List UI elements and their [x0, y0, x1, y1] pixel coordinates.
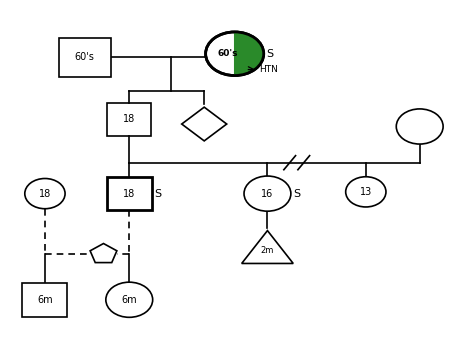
Text: HTN: HTN	[259, 65, 278, 74]
Bar	[59, 38, 110, 77]
Text: S: S	[154, 188, 161, 198]
Circle shape	[396, 109, 443, 144]
Text: 6m: 6m	[37, 295, 53, 305]
Circle shape	[206, 32, 264, 76]
Circle shape	[346, 177, 386, 207]
Text: 60's: 60's	[217, 49, 237, 58]
Bar	[22, 283, 67, 317]
Circle shape	[25, 178, 65, 209]
Polygon shape	[235, 32, 264, 76]
Text: S: S	[293, 188, 301, 198]
Text: 6m: 6m	[121, 295, 137, 305]
Circle shape	[106, 282, 153, 317]
Text: 18: 18	[123, 115, 136, 125]
Text: 2m: 2m	[261, 246, 274, 255]
Bar	[107, 103, 151, 136]
Text: 18: 18	[39, 188, 51, 198]
Text: S: S	[266, 49, 273, 59]
Circle shape	[244, 176, 291, 211]
Text: 60's: 60's	[75, 52, 95, 62]
Polygon shape	[90, 243, 117, 263]
Text: 13: 13	[360, 187, 372, 197]
Text: 16: 16	[261, 188, 273, 198]
Bar	[107, 177, 152, 211]
Text: 18: 18	[123, 188, 136, 198]
